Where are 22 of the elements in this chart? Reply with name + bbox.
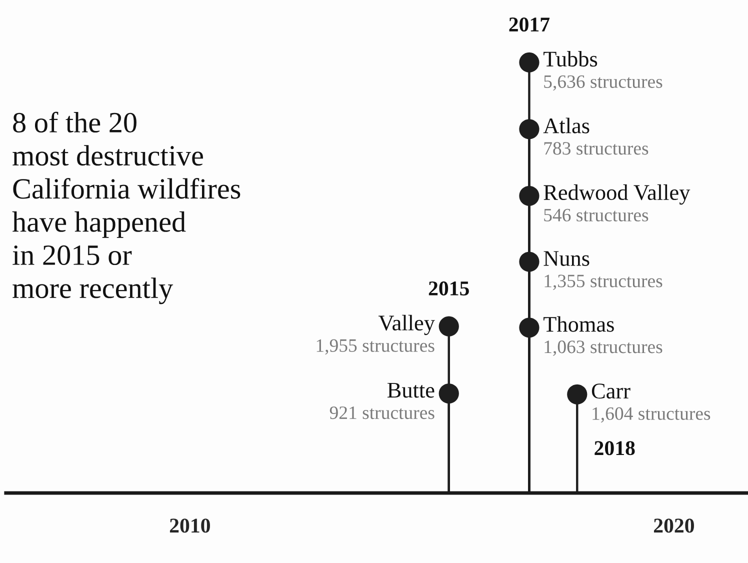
text: 8 of the 20 most destructive California wildfires have happened in 2015 or more recently — [12, 112, 240, 304]
annotation: Butte — [387, 382, 434, 398]
annotation: 921 structures — [330, 406, 434, 420]
annotation: 5,636 structures — [544, 75, 662, 91]
text: 2017 — [509, 17, 550, 32]
annotation: Redwood Valley — [544, 184, 690, 205]
annotation: Thomas — [544, 316, 614, 332]
annotation: Carr — [592, 384, 630, 399]
annotation: 546 structures — [544, 208, 648, 222]
annotation: Nuns — [544, 251, 590, 266]
annotation: 2015 — [428, 281, 469, 296]
annotation: 1,063 structures — [544, 340, 662, 356]
x-tick-label: 2020 — [654, 518, 694, 533]
annotation: Atlas — [543, 118, 590, 134]
annotation: 2018 — [594, 441, 635, 456]
annotation: Tubbs — [544, 50, 598, 67]
annotation: Valley — [378, 314, 435, 336]
annotation: 1,604 structures — [592, 407, 710, 423]
x-tick-label: 2010 — [170, 518, 210, 533]
annotation: 1,355 structures — [544, 274, 662, 290]
annotation: 783 structures — [544, 142, 648, 155]
annotation: 1,955 structures — [316, 339, 434, 355]
